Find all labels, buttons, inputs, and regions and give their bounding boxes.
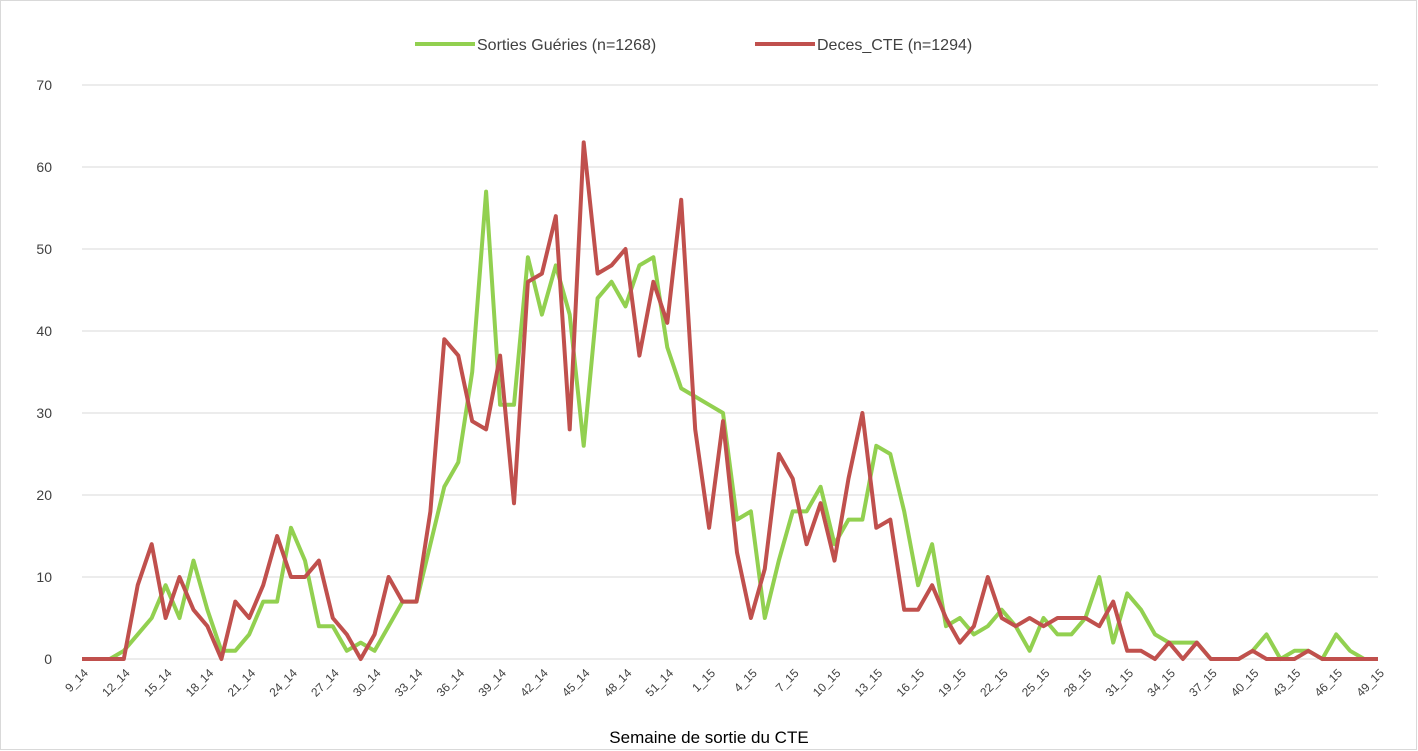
legend-label: Sorties Guéries (n=1268)	[477, 37, 656, 54]
y-tick-label: 50	[36, 241, 52, 257]
series-line	[82, 189, 1378, 661]
y-tick-label: 10	[36, 569, 52, 585]
x-axis-title: Semaine de sortie du CTE	[609, 728, 808, 747]
y-tick-label: 40	[36, 323, 52, 339]
y-tick-label: 0	[44, 651, 52, 667]
y-tick-label: 70	[36, 77, 52, 93]
y-tick-label: 30	[36, 405, 52, 421]
y-tick-label: 20	[36, 487, 52, 503]
legend-label: Deces_CTE (n=1294)	[817, 37, 972, 54]
y-tick-label: 60	[36, 159, 52, 175]
series-line	[82, 140, 1378, 661]
